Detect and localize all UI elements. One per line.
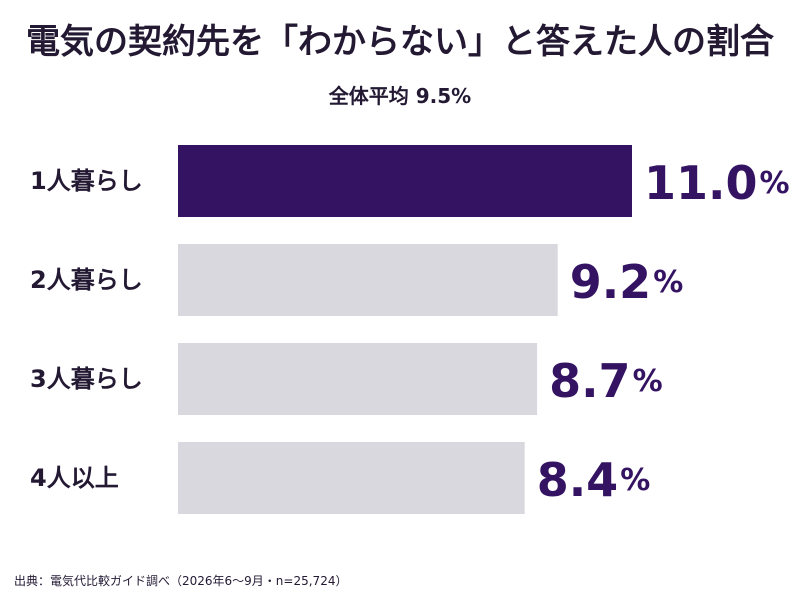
value-label: 9.2% [570, 255, 684, 309]
value-number: 8.4 [537, 453, 619, 507]
value-unit: % [653, 265, 683, 300]
category-label: 4人以上 [30, 464, 119, 492]
chart-subtitle: 全体平均 9.5% [328, 84, 472, 108]
value-label: 8.7% [549, 354, 663, 408]
value-unit: % [760, 166, 790, 201]
source-note: 出典：電気代比較ガイド調べ（2026年6〜9月・n=25,724） [14, 574, 348, 588]
value-unit: % [633, 364, 663, 399]
category-label: 3人暮らし [30, 365, 143, 393]
value-unit: % [620, 463, 650, 498]
value-number: 8.7 [549, 354, 631, 408]
category-label: 1人暮らし [30, 167, 143, 195]
value-number: 11.0 [644, 156, 758, 210]
bar [178, 145, 632, 217]
bar [178, 442, 525, 514]
value-number: 9.2 [570, 255, 652, 309]
value-label: 11.0% [644, 156, 790, 210]
chart-title: 電気の契約先を「わからない」と答えた人の割合 [26, 22, 774, 62]
bar [178, 343, 538, 415]
category-label: 2人暮らし [30, 266, 143, 294]
value-label: 8.4% [537, 453, 651, 507]
bar [178, 244, 558, 316]
